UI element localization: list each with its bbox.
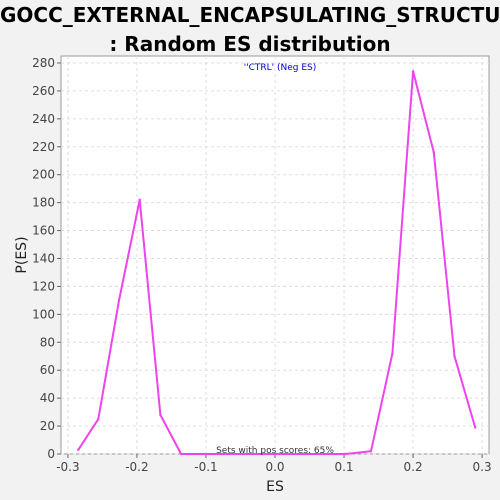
data-point (159, 413, 162, 417)
chart-title: GOCC_EXTERNAL_ENCAPSULATING_STRUCTURE : … (0, 3, 500, 56)
y-tick-label: 160 (32, 224, 55, 238)
x-tick-label: 0.0 (265, 460, 284, 474)
x-tick-label: 0.3 (473, 460, 492, 474)
data-point (411, 70, 415, 73)
y-tick-label: 280 (32, 56, 55, 70)
data-point (391, 352, 394, 355)
data-point (369, 450, 373, 453)
y-tick-label: 0 (47, 447, 55, 461)
y-tick-label: 180 (32, 196, 55, 210)
y-tick-label: 60 (40, 363, 55, 377)
series-layer (77, 70, 477, 456)
data-point (138, 198, 141, 202)
data-point (97, 417, 100, 421)
data-point (432, 151, 435, 154)
y-tick-label: 200 (32, 168, 55, 182)
data-point (344, 452, 347, 456)
x-axis-label: ES (266, 479, 284, 495)
y-tick-label: 40 (40, 391, 55, 405)
y-tick-label: 220 (32, 140, 55, 154)
y-tick-label: 20 (40, 419, 55, 433)
y-tick-label: 140 (32, 251, 55, 265)
y-tick-label: 120 (32, 279, 55, 293)
data-point (220, 452, 224, 456)
data-point (77, 448, 80, 452)
data-point (453, 355, 456, 358)
data-point (302, 452, 306, 456)
data-point (282, 452, 286, 456)
es-distribution-line (77, 70, 477, 455)
x-tick-label: -0.1 (194, 460, 217, 474)
y-tick-label: 240 (32, 112, 55, 126)
data-point (323, 452, 326, 456)
axis-ticks: 0 20 40 60 80 100 120 140 160 180 200 220 240 260 280 -… (32, 56, 492, 474)
y-tick-label: 260 (32, 84, 55, 98)
legend-label: ''CTRL' (Neg ES) (244, 63, 317, 73)
data-point (241, 452, 244, 456)
x-tick-label: -0.3 (56, 460, 79, 474)
data-point (262, 452, 265, 456)
x-tick-label: 0.1 (334, 460, 353, 474)
data-point (117, 299, 121, 302)
y-tick-label: 80 (40, 335, 55, 349)
x-tick-label: -0.2 (125, 460, 148, 474)
y-tick-label: 100 (32, 307, 55, 321)
data-point (473, 426, 477, 429)
data-point (179, 452, 183, 456)
y-axis-label: P(ES) (14, 236, 30, 273)
pos-scores-annotation: Sets with pos scores: 65% (216, 446, 334, 456)
data-point (199, 452, 203, 456)
x-tick-label: 0.2 (404, 460, 423, 474)
